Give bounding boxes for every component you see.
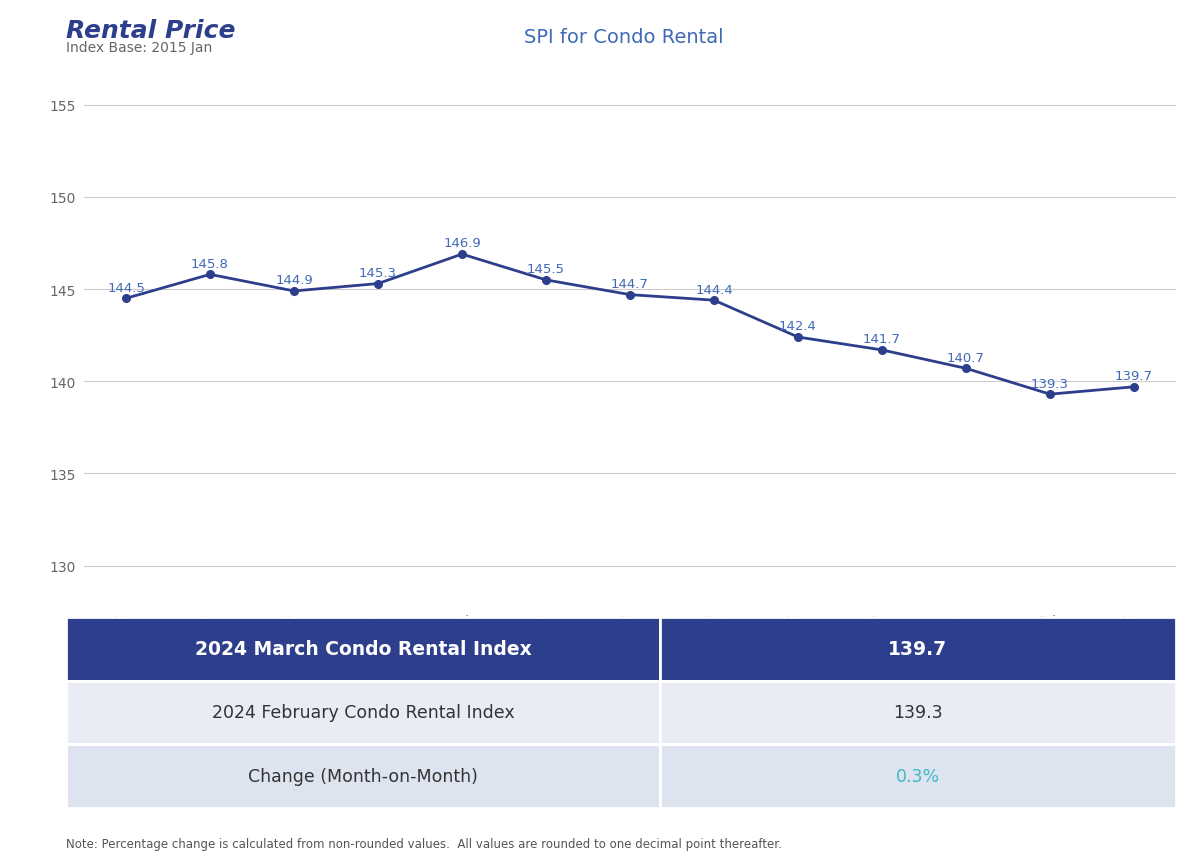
FancyBboxPatch shape [66, 617, 660, 681]
Text: Index Base: 2015 Jan: Index Base: 2015 Jan [66, 41, 212, 55]
Text: 144.7: 144.7 [611, 278, 649, 291]
Text: 2024 March Condo Rental Index: 2024 March Condo Rental Index [194, 640, 532, 659]
Text: Change (Month-on-Month): Change (Month-on-Month) [248, 767, 478, 785]
Text: 139.7: 139.7 [888, 640, 948, 659]
Text: 139.7: 139.7 [1115, 369, 1153, 383]
Text: 139.3: 139.3 [1031, 377, 1069, 390]
FancyBboxPatch shape [660, 617, 1176, 681]
Text: 142.4: 142.4 [779, 320, 817, 333]
Text: 144.5: 144.5 [107, 282, 145, 294]
Text: 0.3%: 0.3% [896, 767, 940, 785]
Text: 139.3: 139.3 [893, 703, 943, 722]
Text: Rental Price: Rental Price [66, 19, 235, 43]
Text: 145.5: 145.5 [527, 263, 565, 276]
Text: SPI for Condo Rental: SPI for Condo Rental [524, 28, 724, 46]
FancyBboxPatch shape [66, 744, 660, 808]
Text: 146.9: 146.9 [443, 238, 481, 251]
Text: 144.9: 144.9 [275, 274, 313, 287]
FancyBboxPatch shape [66, 681, 660, 744]
Text: 145.3: 145.3 [359, 267, 397, 280]
Text: 145.8: 145.8 [191, 257, 229, 270]
FancyBboxPatch shape [660, 744, 1176, 808]
Text: 141.7: 141.7 [863, 333, 901, 346]
Text: 140.7: 140.7 [947, 351, 985, 364]
FancyBboxPatch shape [660, 681, 1176, 744]
Text: Note: Percentage change is calculated from non-rounded values.  All values are r: Note: Percentage change is calculated fr… [66, 837, 782, 850]
Text: 144.4: 144.4 [695, 283, 733, 296]
Text: 2024 February Condo Rental Index: 2024 February Condo Rental Index [211, 703, 515, 722]
